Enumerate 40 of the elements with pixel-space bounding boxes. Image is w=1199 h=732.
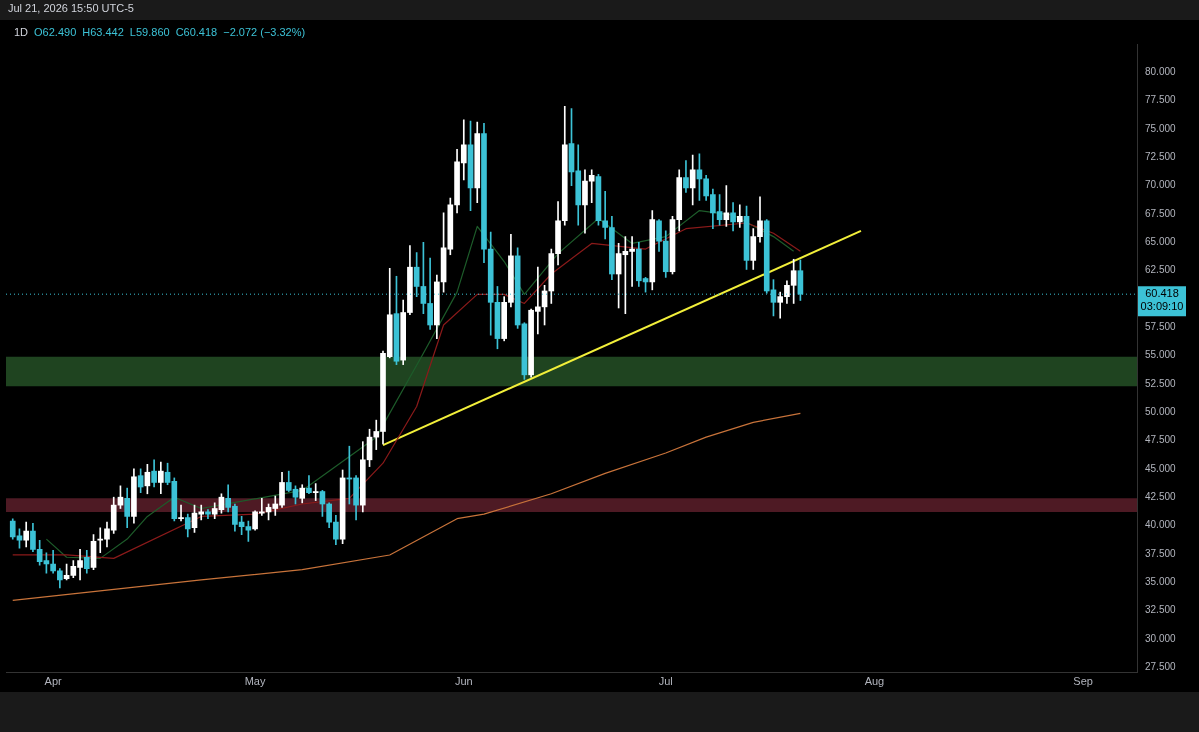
chart-title: 1D [14,26,29,38]
text: L59.860 [129,26,170,38]
text: C60.418 [175,26,218,38]
text: −2.072 (−3.32%) [223,26,306,38]
y-tick-label: 47.500 [1145,434,1177,446]
x-tick-label: Jul [658,675,673,688]
x-tick-label: Aug [864,675,885,688]
y-tick-label: 65.000 [1145,236,1177,248]
ref-line-label: 60.418 03:09:10 [1140,286,1184,312]
y-tick-label: 77.500 [1145,94,1177,106]
candlestick [97,527,104,554]
y-tick-label: 42.500 [1145,490,1177,502]
y-tick-label: 57.500 [1145,320,1177,332]
y-tick-label: 55.000 [1145,349,1177,361]
x-tick-label: Sep [1073,675,1093,688]
y-tick-label: 75.000 [1145,122,1177,134]
x-tick-label: Jun [454,675,473,688]
text: H63.442 [82,26,124,38]
y-tick-label: 40.000 [1145,519,1177,531]
text: O62.490 [34,26,77,38]
candlestick [306,475,312,495]
y-tick-label: 72.500 [1145,151,1177,163]
x-tick-label: Apr [44,675,63,688]
y-tick-label: 37.500 [1145,547,1177,559]
y-tick-label: 45.000 [1145,462,1177,474]
y-tick-label: 50.000 [1145,405,1177,417]
y-tick-label: 32.500 [1145,604,1177,616]
y-tick-label: 27.500 [1145,660,1177,672]
y-tick-label: 70.000 [1145,179,1177,191]
candlestick [178,504,184,522]
y-tick-label: 30.000 [1145,632,1177,644]
x-tick-label: May [244,675,266,688]
y-tick-label: 67.500 [1145,207,1177,219]
y-tick-label: 62.500 [1145,264,1177,276]
chart-subtitle: Jul 21, 2026 15:50 UTC-5 [8,2,134,14]
y-tick-label: 35.000 [1145,575,1177,587]
candlestick [312,483,319,501]
y-tick-label: 80.000 [1145,66,1177,78]
y-tick-label: 52.500 [1145,377,1177,389]
candlestick [588,169,595,203]
